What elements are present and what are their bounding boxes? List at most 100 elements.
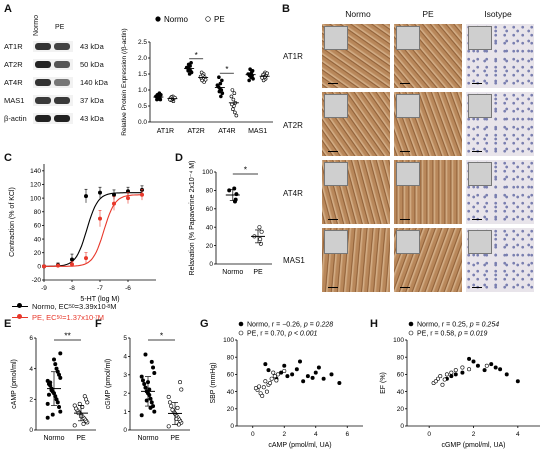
chart-d-y-tick-label: 100: [202, 169, 213, 176]
micrograph-at1r-pe: [394, 24, 462, 88]
chart-h-point: [460, 370, 465, 375]
chart-f-point: [170, 407, 175, 412]
chart-f-point: [167, 400, 172, 405]
chart-g-legend-marker: [238, 321, 244, 327]
blot-strip-actin: [33, 113, 73, 124]
chart-d-y-tick-label: 80: [206, 188, 214, 195]
micrograph-at2r-normo: [322, 92, 390, 156]
chart-e-camp: 0 2 4 6 cAMP (pmol/ml) Normo PE **: [11, 331, 96, 442]
chart-h-legend-stat: Normo, r = 0.25,: [417, 322, 470, 329]
chart-e-point: [46, 392, 51, 397]
chart-g-point: [290, 372, 295, 377]
chart-g-point: [272, 374, 277, 379]
chart-d-x-tick-label: PE: [253, 269, 263, 276]
chart-h-point: [475, 363, 480, 368]
chart-c-point: [70, 257, 75, 262]
chart-h-legend-marker: [408, 330, 414, 336]
chart-a-point: [232, 91, 237, 95]
legend-normo-value: =3.39x10: [74, 302, 106, 311]
chart-d-relaxation: 0 20 40 60 80 100 Relaxation (% Papaverine 2x1…: [189, 161, 272, 276]
chart-a-point: [203, 77, 208, 82]
chart-f-point: [139, 413, 144, 418]
micrograph-at4r-pe: [394, 160, 462, 224]
chart-c-curve-normo: [44, 192, 142, 267]
chart-h-y-tick-label: 0: [400, 423, 404, 430]
micro-col-normo: Normo: [345, 9, 371, 19]
blot-kda-actin: 43 kDa: [80, 114, 104, 123]
blot-kda-mas1: 37 kDa: [80, 96, 104, 105]
chart-e-point: [58, 351, 63, 356]
chart-f-point: [148, 405, 153, 410]
chart-c-point: [70, 262, 75, 267]
chart-a-x-tick-label: AT4R: [218, 128, 235, 135]
chart-h-legend-entry: Normo, r = 0.25, p = 0.254: [417, 322, 499, 329]
micrograph-mas1-pe: [394, 228, 462, 292]
chart-f-y-tick-label: 2: [123, 390, 127, 397]
chart-c-x-tick-label: -9: [41, 285, 47, 292]
chart-e-point: [45, 401, 50, 406]
chart-h-legend-p: p = 0.019: [457, 331, 487, 338]
micrograph-mas1-normo: [322, 228, 390, 292]
panel-label-e: E: [4, 318, 12, 330]
chart-a-point: [220, 78, 224, 83]
chart-a-y-tick-label: 0.0: [138, 119, 147, 126]
chart-a-point: [187, 72, 192, 76]
micrograph-inset: [468, 230, 492, 254]
micrograph-mas1-isotype: [466, 228, 534, 292]
chart-f-point: [166, 424, 171, 429]
chart-h-point: [440, 382, 445, 387]
lane-label-pe: PE: [55, 24, 65, 31]
chart-e-point: [72, 423, 77, 428]
chart-a-point: [231, 97, 236, 102]
micrograph-at4r-isotype: [466, 160, 534, 224]
chart-g-point: [269, 376, 274, 381]
micro-col-isotype: Isotype: [484, 9, 512, 19]
micrograph-inset: [468, 94, 492, 118]
chart-d-y-tick-label: 0: [209, 261, 213, 268]
chart-g-point: [337, 380, 342, 385]
legend-pe: PE, EC 50 =1.37x10 -7 M: [6, 312, 171, 323]
chart-h-point: [453, 368, 458, 373]
micrograph-at4r-normo: [322, 160, 390, 224]
chart-c-point: [84, 256, 89, 261]
chart-f-y-tick-label: 4: [123, 354, 127, 361]
chart-a-sig-star: *: [195, 51, 198, 60]
blot-label-at2r: AT2R: [4, 60, 23, 69]
chart-g-point: [263, 379, 268, 384]
chart-c-point: [98, 190, 103, 195]
chart-c-point: [41, 264, 46, 269]
chart-e-y-tick-label: 4: [29, 366, 33, 373]
legend-pe-prefix: PE, EC: [32, 313, 57, 322]
chart-c-point: [98, 216, 103, 221]
chart-c-point: [55, 263, 60, 268]
chart-c-x-tick-label: -7: [97, 285, 103, 292]
chart-a-y-tick-label: 0.5: [138, 103, 147, 110]
chart-f-point: [152, 409, 157, 414]
chart-f-x-tick-label: PE: [170, 435, 180, 442]
panel-label-a: A: [4, 3, 12, 15]
scale-bar: [472, 218, 482, 220]
chart-h-point: [467, 367, 472, 372]
chart-c-point: [112, 201, 117, 206]
scale-bar: [328, 286, 338, 288]
panel-label-c: C: [4, 152, 12, 164]
legend-normo-prefix: Normo, EC: [32, 302, 70, 311]
legend-pe-sub: 50: [56, 314, 63, 321]
chart-f-point: [144, 398, 149, 403]
chart-a-legend-pe: PE: [214, 15, 225, 24]
scale-bar: [400, 218, 410, 220]
chart-g-point: [271, 370, 276, 375]
western-blot: Normo PE AT1R 43 kDa AT2R 50 kDa AT4R 14…: [0, 0, 120, 130]
chart-a-point: [155, 93, 160, 97]
blot-label-mas1: MAS1: [4, 96, 25, 105]
chart-g-point: [266, 368, 271, 373]
micro-col-pe: PE: [422, 9, 434, 19]
chart-g-sbp-camp: 0 20 40 60 80 100 0 2 4 6 cAMP (pmol/ml, UA) SBP (m…: [210, 321, 363, 449]
chart-a-point: [186, 62, 191, 67]
chart-c-x-tick-label: -8: [69, 285, 75, 292]
blot-strip-at2r: [33, 59, 73, 70]
chart-g-legend-stat: Normo, r = −0.26,: [247, 322, 304, 329]
chart-h-x-tick-label: 0: [427, 431, 431, 438]
chart-f-y-tick-label: 1: [123, 409, 127, 416]
scale-bar: [400, 286, 410, 288]
